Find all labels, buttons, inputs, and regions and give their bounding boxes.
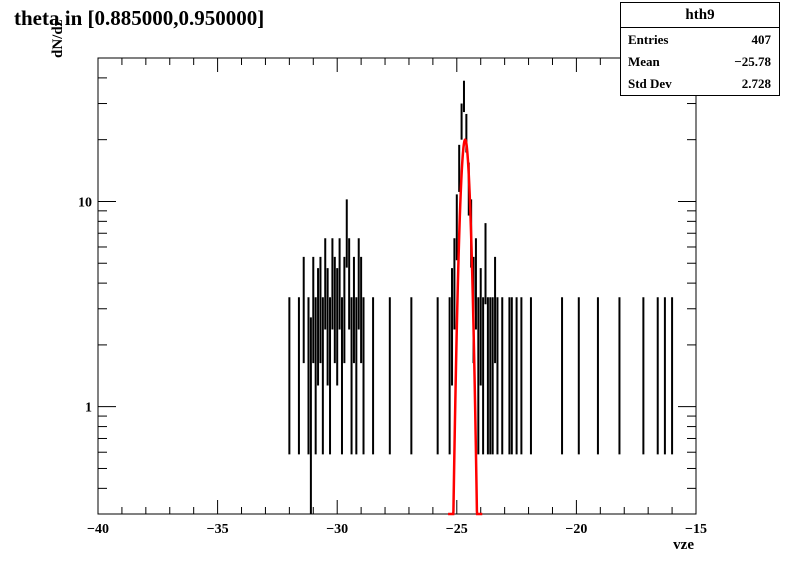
histogram-bins (288, 80, 674, 514)
x-axis-label: vze (673, 537, 694, 553)
stats-label: Entries (628, 32, 669, 47)
stats-value: 2.728 (741, 76, 771, 91)
x-tick-label: −35 (207, 522, 229, 537)
plot-frame (97, 57, 697, 515)
axis-ticks (97, 57, 697, 515)
chart-title: theta in [0.885000,0.950000] (14, 6, 265, 30)
x-tick-label: −25 (446, 522, 468, 537)
stats-value: 407 (751, 32, 772, 47)
stats-label: Mean (628, 54, 660, 69)
stats-row-mean: Mean −25.78 (621, 50, 779, 72)
stats-row-stddev: Std Dev 2.728 (621, 72, 779, 94)
y-tick-label: 10 (78, 195, 92, 210)
stats-value: −25.78 (734, 54, 771, 69)
x-tick-label: −15 (685, 522, 707, 537)
y-tick-label: 1 (85, 401, 92, 416)
x-tick-label: −20 (565, 522, 587, 537)
x-tick-label: −40 (87, 522, 109, 537)
y-axis-label: dN/dz (50, 19, 66, 58)
stats-box: hth9 Entries 407 Mean −25.78 Std Dev 2.7… (620, 2, 780, 96)
tick-labels: −40 −35 −30 −25 −20 −15 1 10 (78, 195, 707, 537)
stats-label: Std Dev (628, 76, 672, 91)
stats-row-entries: Entries 407 (621, 28, 779, 50)
x-tick-label: −30 (326, 522, 348, 537)
stats-box-title: hth9 (621, 3, 779, 28)
gaussian-fit-curve (448, 138, 483, 516)
